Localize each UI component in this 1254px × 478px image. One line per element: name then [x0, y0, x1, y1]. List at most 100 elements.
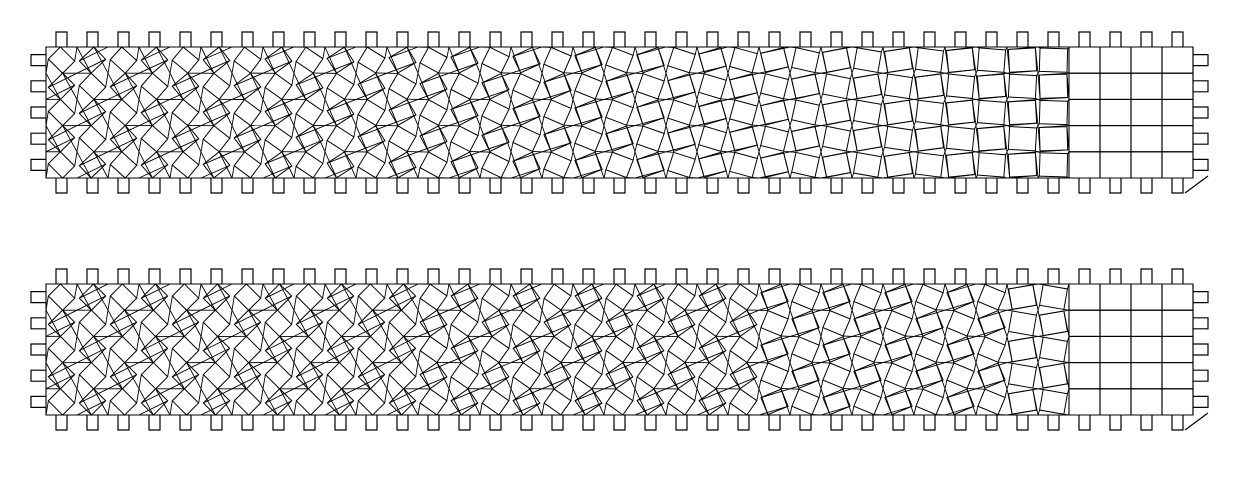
hinge-link: [541, 116, 545, 126]
hinge-link: [169, 164, 173, 179]
hinge-link: [605, 72, 636, 82]
hinge-link: [946, 46, 977, 51]
rotated-unit: [512, 283, 541, 311]
hinge-link: [665, 376, 696, 390]
hinge-link: [539, 125, 543, 136]
hinge-link: [915, 72, 946, 78]
hinge-link: [169, 321, 199, 337]
hinge-link: [572, 283, 586, 311]
hinge-link: [260, 388, 264, 404]
rotated-unit: [264, 283, 293, 311]
hinge-link: [512, 335, 543, 349]
hinge-link: [79, 283, 109, 299]
tab-right: [1193, 395, 1209, 408]
hinge-link: [539, 73, 543, 83]
hinge-link: [1034, 100, 1039, 126]
rotated-unit: [977, 283, 1006, 311]
hinge-link: [355, 140, 386, 153]
tab-top: [365, 31, 378, 47]
tab-top: [1078, 31, 1091, 47]
hinge-link: [62, 362, 78, 390]
rotated-unit: [264, 98, 293, 127]
hinge-link: [634, 151, 644, 178]
hinge-link: [570, 46, 574, 57]
rotated-unit: [512, 309, 541, 337]
hinge-link: [725, 125, 729, 133]
hinge-link: [107, 348, 111, 363]
tab-bottom: [582, 178, 595, 194]
hinge-link: [725, 310, 729, 323]
rotated-unit: [171, 151, 200, 179]
rotated-unit: [450, 125, 479, 153]
rotated-unit: [202, 72, 231, 101]
hinge-link: [138, 46, 153, 74]
tab-top: [1140, 31, 1153, 47]
hinge-link: [727, 324, 758, 337]
hinge-link: [510, 89, 514, 100]
hinge-link: [572, 388, 586, 416]
rotated-unit: [140, 361, 169, 390]
hinge-link: [696, 144, 700, 152]
rotated-unit: [822, 309, 851, 337]
tab-top: [179, 31, 192, 47]
rotated-unit: [109, 283, 138, 311]
rotated-unit: [388, 309, 417, 338]
hinge-link: [324, 295, 354, 311]
hinge-link: [281, 151, 295, 179]
hinge-link: [93, 283, 109, 311]
tab-top: [737, 31, 750, 47]
hinge-link: [281, 99, 295, 126]
hinge-link: [124, 362, 140, 390]
hinge-link: [231, 113, 235, 126]
hinge-link: [789, 151, 797, 153]
hinge-link: [975, 95, 1006, 100]
rotated-unit: [47, 309, 76, 338]
hinge-link: [45, 362, 61, 390]
hinge-link: [248, 362, 264, 390]
tab-bottom: [675, 178, 688, 194]
hinge-link: [107, 85, 137, 100]
tab-top: [334, 31, 347, 47]
tab-top: [892, 268, 905, 284]
hinge-link: [508, 151, 512, 162]
tab-top: [1047, 268, 1060, 284]
hinge-link: [820, 388, 831, 415]
tab-top: [644, 31, 657, 47]
hinge-link: [725, 362, 729, 375]
hinge-link: [663, 73, 667, 82]
grid-cell: [1099, 98, 1132, 127]
hinge-link: [882, 388, 893, 415]
hinge-link: [450, 46, 481, 58]
hinge-link: [851, 73, 858, 99]
tab-bottom: [768, 415, 781, 431]
rotated-unit: [78, 46, 107, 74]
hinge-link: [975, 151, 980, 154]
hinge-link: [62, 72, 78, 100]
tab-bottom: [892, 415, 905, 431]
hinge-link: [882, 336, 893, 363]
hinge-link: [448, 62, 479, 74]
hinge-link: [570, 388, 574, 401]
tab-top: [1171, 31, 1184, 47]
tab-bottom: [1109, 415, 1122, 431]
hinge-link: [727, 151, 735, 153]
hinge-link: [417, 88, 448, 100]
hinge-link: [417, 362, 431, 389]
tab-top: [210, 268, 223, 284]
tab-bottom: [1047, 178, 1060, 194]
hinge-link: [944, 99, 950, 125]
hinge-link: [791, 362, 822, 372]
hinge-link: [76, 99, 92, 126]
tab-right: [1193, 369, 1209, 382]
rotated-unit: [946, 362, 975, 390]
tab-top: [923, 31, 936, 47]
hinge-link: [110, 362, 140, 378]
rotated-unit: [729, 283, 758, 311]
hinge-link: [851, 362, 862, 389]
hinge-link: [293, 87, 324, 100]
hinge-link: [312, 125, 326, 152]
hinge-link: [388, 98, 419, 111]
hinge-link: [780, 389, 791, 416]
hinge-link: [477, 362, 481, 375]
rotated-unit: [419, 98, 448, 127]
